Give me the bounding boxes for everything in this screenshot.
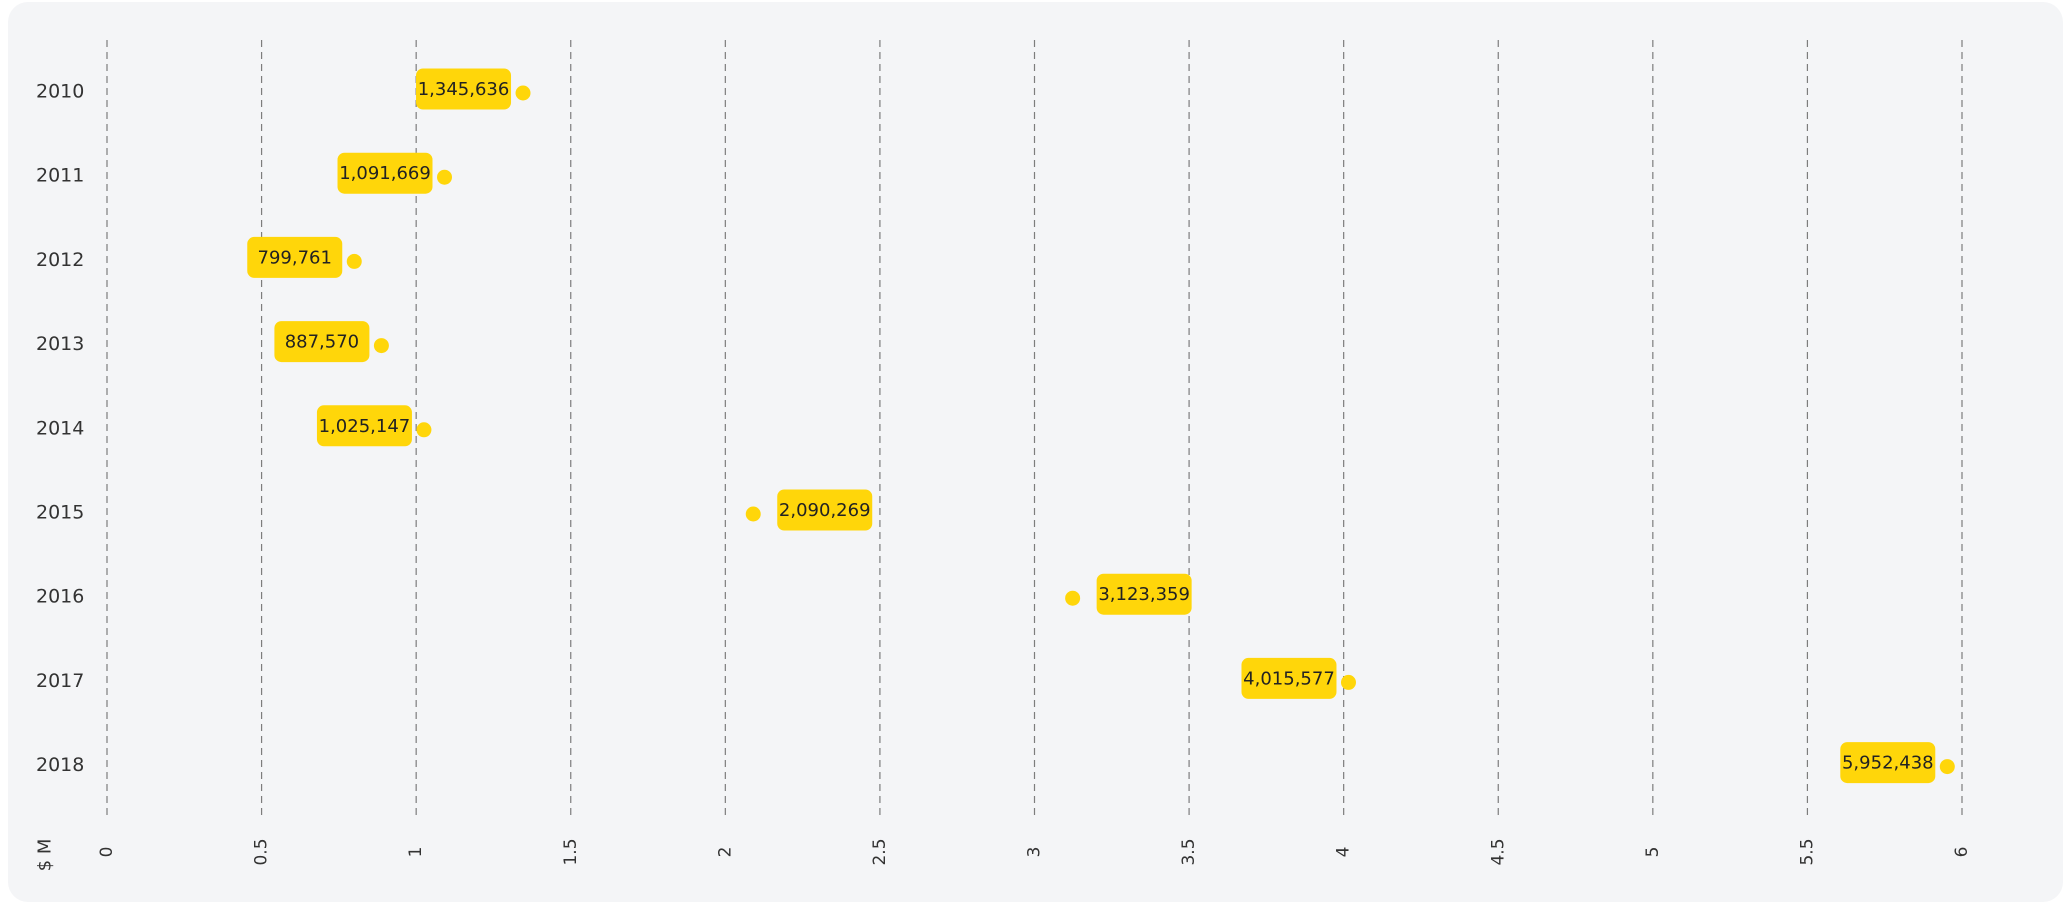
gridlines [106,40,1963,820]
value-label: 1,025,147 [319,416,411,437]
x-tick-label: 2 [715,847,735,858]
x-tick-label: 4 [1334,847,1354,858]
year-label: 2016 [36,586,84,608]
year-label: 2018 [36,754,84,776]
x-tick-label: 6 [1952,847,1972,858]
x-tick-label: 3.5 [1179,838,1199,865]
data-point [346,253,362,269]
value-label-box [416,68,512,110]
x-tick-label: 5 [1643,847,1663,858]
value-label-box [247,236,343,278]
value-label-box [316,405,412,447]
x-tick-label: 0 [97,847,117,858]
year-label: 2013 [36,333,84,355]
value-label: 1,091,669 [339,163,431,184]
year-label: 2010 [36,81,84,103]
data-points: 1,345,636 1,091,669 799,761 887,570 1,025,14… [247,68,1955,784]
x-tick-label: 5.5 [1797,838,1817,865]
data-point [1340,674,1356,690]
x-tick-label: 2.5 [870,838,890,865]
x-tick-label: 3 [1025,847,1045,858]
x-tick-label: 1 [406,847,426,858]
value-label-box [274,321,370,363]
x-axis-unit-label: $ M [35,839,56,872]
year-labels: 2010 2011 2012 2013 2014 2015 2016 2017 2018 [36,81,84,777]
data-point [745,506,761,522]
year-label: 2015 [36,502,84,524]
year-label: 2014 [36,417,84,439]
data-point [373,338,389,354]
x-tick-label: 4.5 [1488,838,1508,865]
value-label: 3,123,359 [1098,584,1190,605]
value-label: 887,570 [285,332,359,353]
value-label-box [1840,742,1936,784]
value-label: 5,952,438 [1842,753,1934,774]
value-label: 799,761 [258,247,332,268]
value-label: 4,015,577 [1243,668,1335,689]
value-label-box [337,152,433,194]
year-label: 2017 [36,670,84,692]
value-label: 1,345,636 [418,79,510,100]
x-axis-ticks: 0 0.5 1 1.5 2 2.5 3 3.5 4 4.5 5 5.5 6 [97,838,1972,865]
value-label-box [777,489,873,531]
data-point [515,85,531,101]
chart-panel [8,2,2063,902]
value-label-box [1096,573,1192,615]
year-label: 2011 [36,165,84,187]
value-label: 2,090,269 [779,500,871,521]
x-tick-label: 1.5 [561,838,581,865]
data-point [416,422,432,438]
year-label: 2012 [36,249,84,271]
data-point [1065,590,1081,606]
data-point [1939,759,1955,775]
x-tick-label: 0.5 [252,838,272,865]
data-point [437,169,453,185]
value-label-box [1241,657,1337,699]
